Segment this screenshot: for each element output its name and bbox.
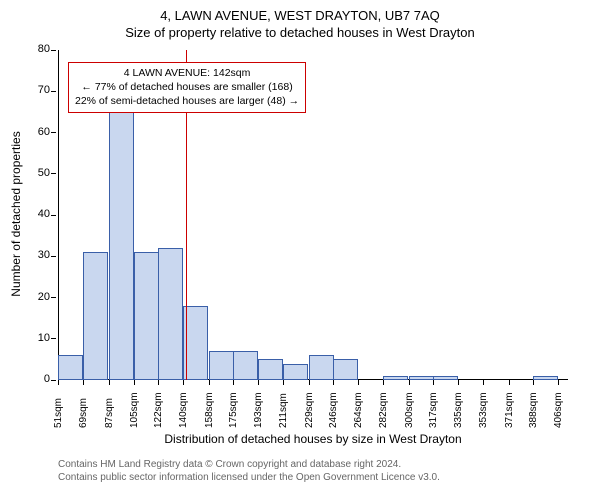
x-tick <box>233 380 234 385</box>
x-tick <box>109 380 110 385</box>
y-tick: 40 <box>26 209 50 220</box>
y-tick: 80 <box>26 44 50 55</box>
x-tick-label: 388sqm <box>528 392 539 428</box>
histogram-bar <box>109 104 134 380</box>
x-tick-label: 87sqm <box>104 398 115 428</box>
x-tick-label: 246sqm <box>328 392 339 428</box>
x-tick-label: 300sqm <box>404 392 415 428</box>
marker-line-3: 22% of semi-detached houses are larger (… <box>75 94 299 108</box>
y-axis-label: Number of detached properties <box>9 114 23 314</box>
page-title: 4, LAWN AVENUE, WEST DRAYTON, UB7 7AQ <box>0 8 600 23</box>
x-tick-label: 353sqm <box>478 392 489 428</box>
footer-line-2: Contains public sector information licen… <box>58 471 440 484</box>
x-tick-label: 406sqm <box>553 392 564 428</box>
x-tick-label: 175sqm <box>228 392 239 428</box>
x-tick <box>183 380 184 385</box>
x-tick <box>134 380 135 385</box>
histogram-bar <box>209 351 234 380</box>
x-axis-label: Distribution of detached houses by size … <box>58 432 568 446</box>
x-tick-label: 229sqm <box>304 392 315 428</box>
histogram-bar <box>433 376 458 380</box>
x-tick-label: 335sqm <box>453 392 464 428</box>
histogram-bar <box>258 359 283 380</box>
y-tick: 20 <box>26 292 50 303</box>
subject-marker-box: 4 LAWN AVENUE: 142sqm← 77% of detached h… <box>68 62 306 113</box>
x-tick <box>509 380 510 385</box>
x-tick <box>358 380 359 385</box>
x-tick-label: 317sqm <box>428 392 439 428</box>
histogram-bar <box>283 364 308 381</box>
y-tick: 70 <box>26 85 50 96</box>
x-tick <box>58 380 59 385</box>
x-tick <box>458 380 459 385</box>
histogram-bar <box>533 376 558 380</box>
histogram-bar <box>134 252 159 380</box>
histogram-bar <box>83 252 108 380</box>
x-tick <box>558 380 559 385</box>
footer-attribution: Contains HM Land Registry data © Crown c… <box>58 458 440 484</box>
x-tick <box>383 380 384 385</box>
x-tick-label: 140sqm <box>178 392 189 428</box>
histogram-bar <box>409 376 434 380</box>
y-tick: 0 <box>26 374 50 385</box>
x-tick <box>309 380 310 385</box>
x-tick <box>209 380 210 385</box>
x-tick-label: 51sqm <box>53 398 64 428</box>
marker-line-1: 4 LAWN AVENUE: 142sqm <box>75 66 299 80</box>
page-subtitle: Size of property relative to detached ho… <box>0 25 600 40</box>
x-tick <box>433 380 434 385</box>
histogram-bar <box>383 376 408 380</box>
x-tick <box>258 380 259 385</box>
y-tick: 60 <box>26 127 50 138</box>
x-tick-label: 105sqm <box>129 392 140 428</box>
x-tick <box>333 380 334 385</box>
x-tick-label: 264sqm <box>353 392 364 428</box>
footer-line-1: Contains HM Land Registry data © Crown c… <box>58 458 440 471</box>
x-tick-label: 158sqm <box>204 392 215 428</box>
histogram-bar <box>58 355 83 380</box>
x-tick <box>409 380 410 385</box>
x-tick-label: 193sqm <box>253 392 264 428</box>
y-axis <box>58 50 59 380</box>
y-tick: 10 <box>26 333 50 344</box>
x-tick-label: 371sqm <box>504 392 515 428</box>
x-tick-label: 282sqm <box>378 392 389 428</box>
histogram-bar <box>233 351 258 380</box>
x-tick-label: 211sqm <box>278 393 289 428</box>
x-tick-label: 122sqm <box>153 392 164 428</box>
y-tick: 30 <box>26 250 50 261</box>
histogram-bar <box>333 359 358 380</box>
x-tick <box>158 380 159 385</box>
x-tick <box>83 380 84 385</box>
y-tick: 50 <box>26 168 50 179</box>
x-tick <box>533 380 534 385</box>
histogram-bar <box>158 248 183 380</box>
x-tick-label: 69sqm <box>78 398 89 428</box>
x-tick <box>483 380 484 385</box>
histogram-bar <box>309 355 334 380</box>
x-tick <box>283 380 284 385</box>
marker-line-2: ← 77% of detached houses are smaller (16… <box>75 80 299 94</box>
